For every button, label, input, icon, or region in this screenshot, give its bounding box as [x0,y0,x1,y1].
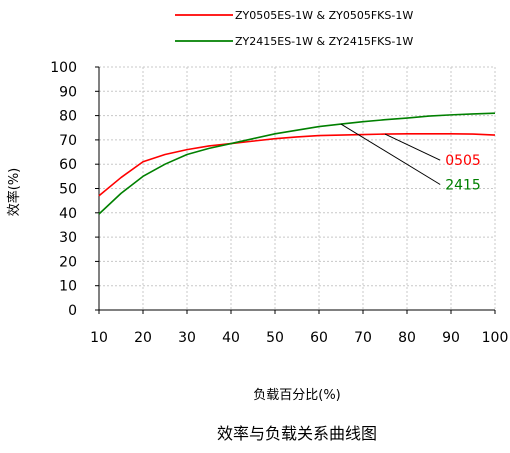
y-tick-label: 40 [59,206,77,222]
y-tick-label: 80 [59,109,77,125]
legend-label-2: ZY2415ES-1W & ZY2415FKS-1W [235,35,413,48]
series [98,112,496,215]
legend: ZY0505ES-1W & ZY0505FKS-1W ZY2415ES-1W & … [175,9,413,48]
tick-labels: 0 10 20 30 40 50 60 70 80 90 100 10 20 30 40 50 60 70 80 90… [50,60,508,346]
x-tick-label: 100 [482,330,509,346]
annotation-leader-2 [340,123,441,185]
annotation-label-2: 2415 [445,178,481,194]
y-tick-label: 20 [59,254,77,270]
x-axis-label: 负载百分比(%) [253,388,341,403]
x-tick-label: 80 [398,330,416,346]
grid [99,66,496,310]
x-tick-label: 30 [178,330,196,346]
x-tick-label: 20 [134,330,152,346]
x-tick-label: 50 [266,330,284,346]
y-tick-label: 10 [59,279,77,295]
legend-label-1: ZY0505ES-1W & ZY0505FKS-1W [235,9,413,22]
y-tick-label: 90 [59,84,77,100]
y-tick-label: 30 [59,230,77,246]
axes [95,66,496,314]
x-tick-label: 60 [310,330,328,346]
x-tick-label: 40 [222,330,240,346]
annotations: 0505 2415 [340,123,481,194]
chart-title: 效率与负载关系曲线图 [217,424,377,443]
series-line-1 [98,133,496,197]
x-tick-label: 90 [442,330,460,346]
annotation-label-1: 0505 [445,153,481,169]
x-tick-label: 10 [90,330,108,346]
x-tick-label: 70 [354,330,372,346]
y-tick-label: 70 [59,133,77,149]
y-tick-label: 100 [50,60,77,76]
y-tick-label: 0 [68,303,77,319]
series-line-2 [98,112,496,215]
y-axis-label: 效率(%) [6,168,22,217]
y-tick-label: 50 [59,182,77,198]
y-tick-label: 60 [59,157,77,173]
annotation-leader-1 [384,133,441,161]
